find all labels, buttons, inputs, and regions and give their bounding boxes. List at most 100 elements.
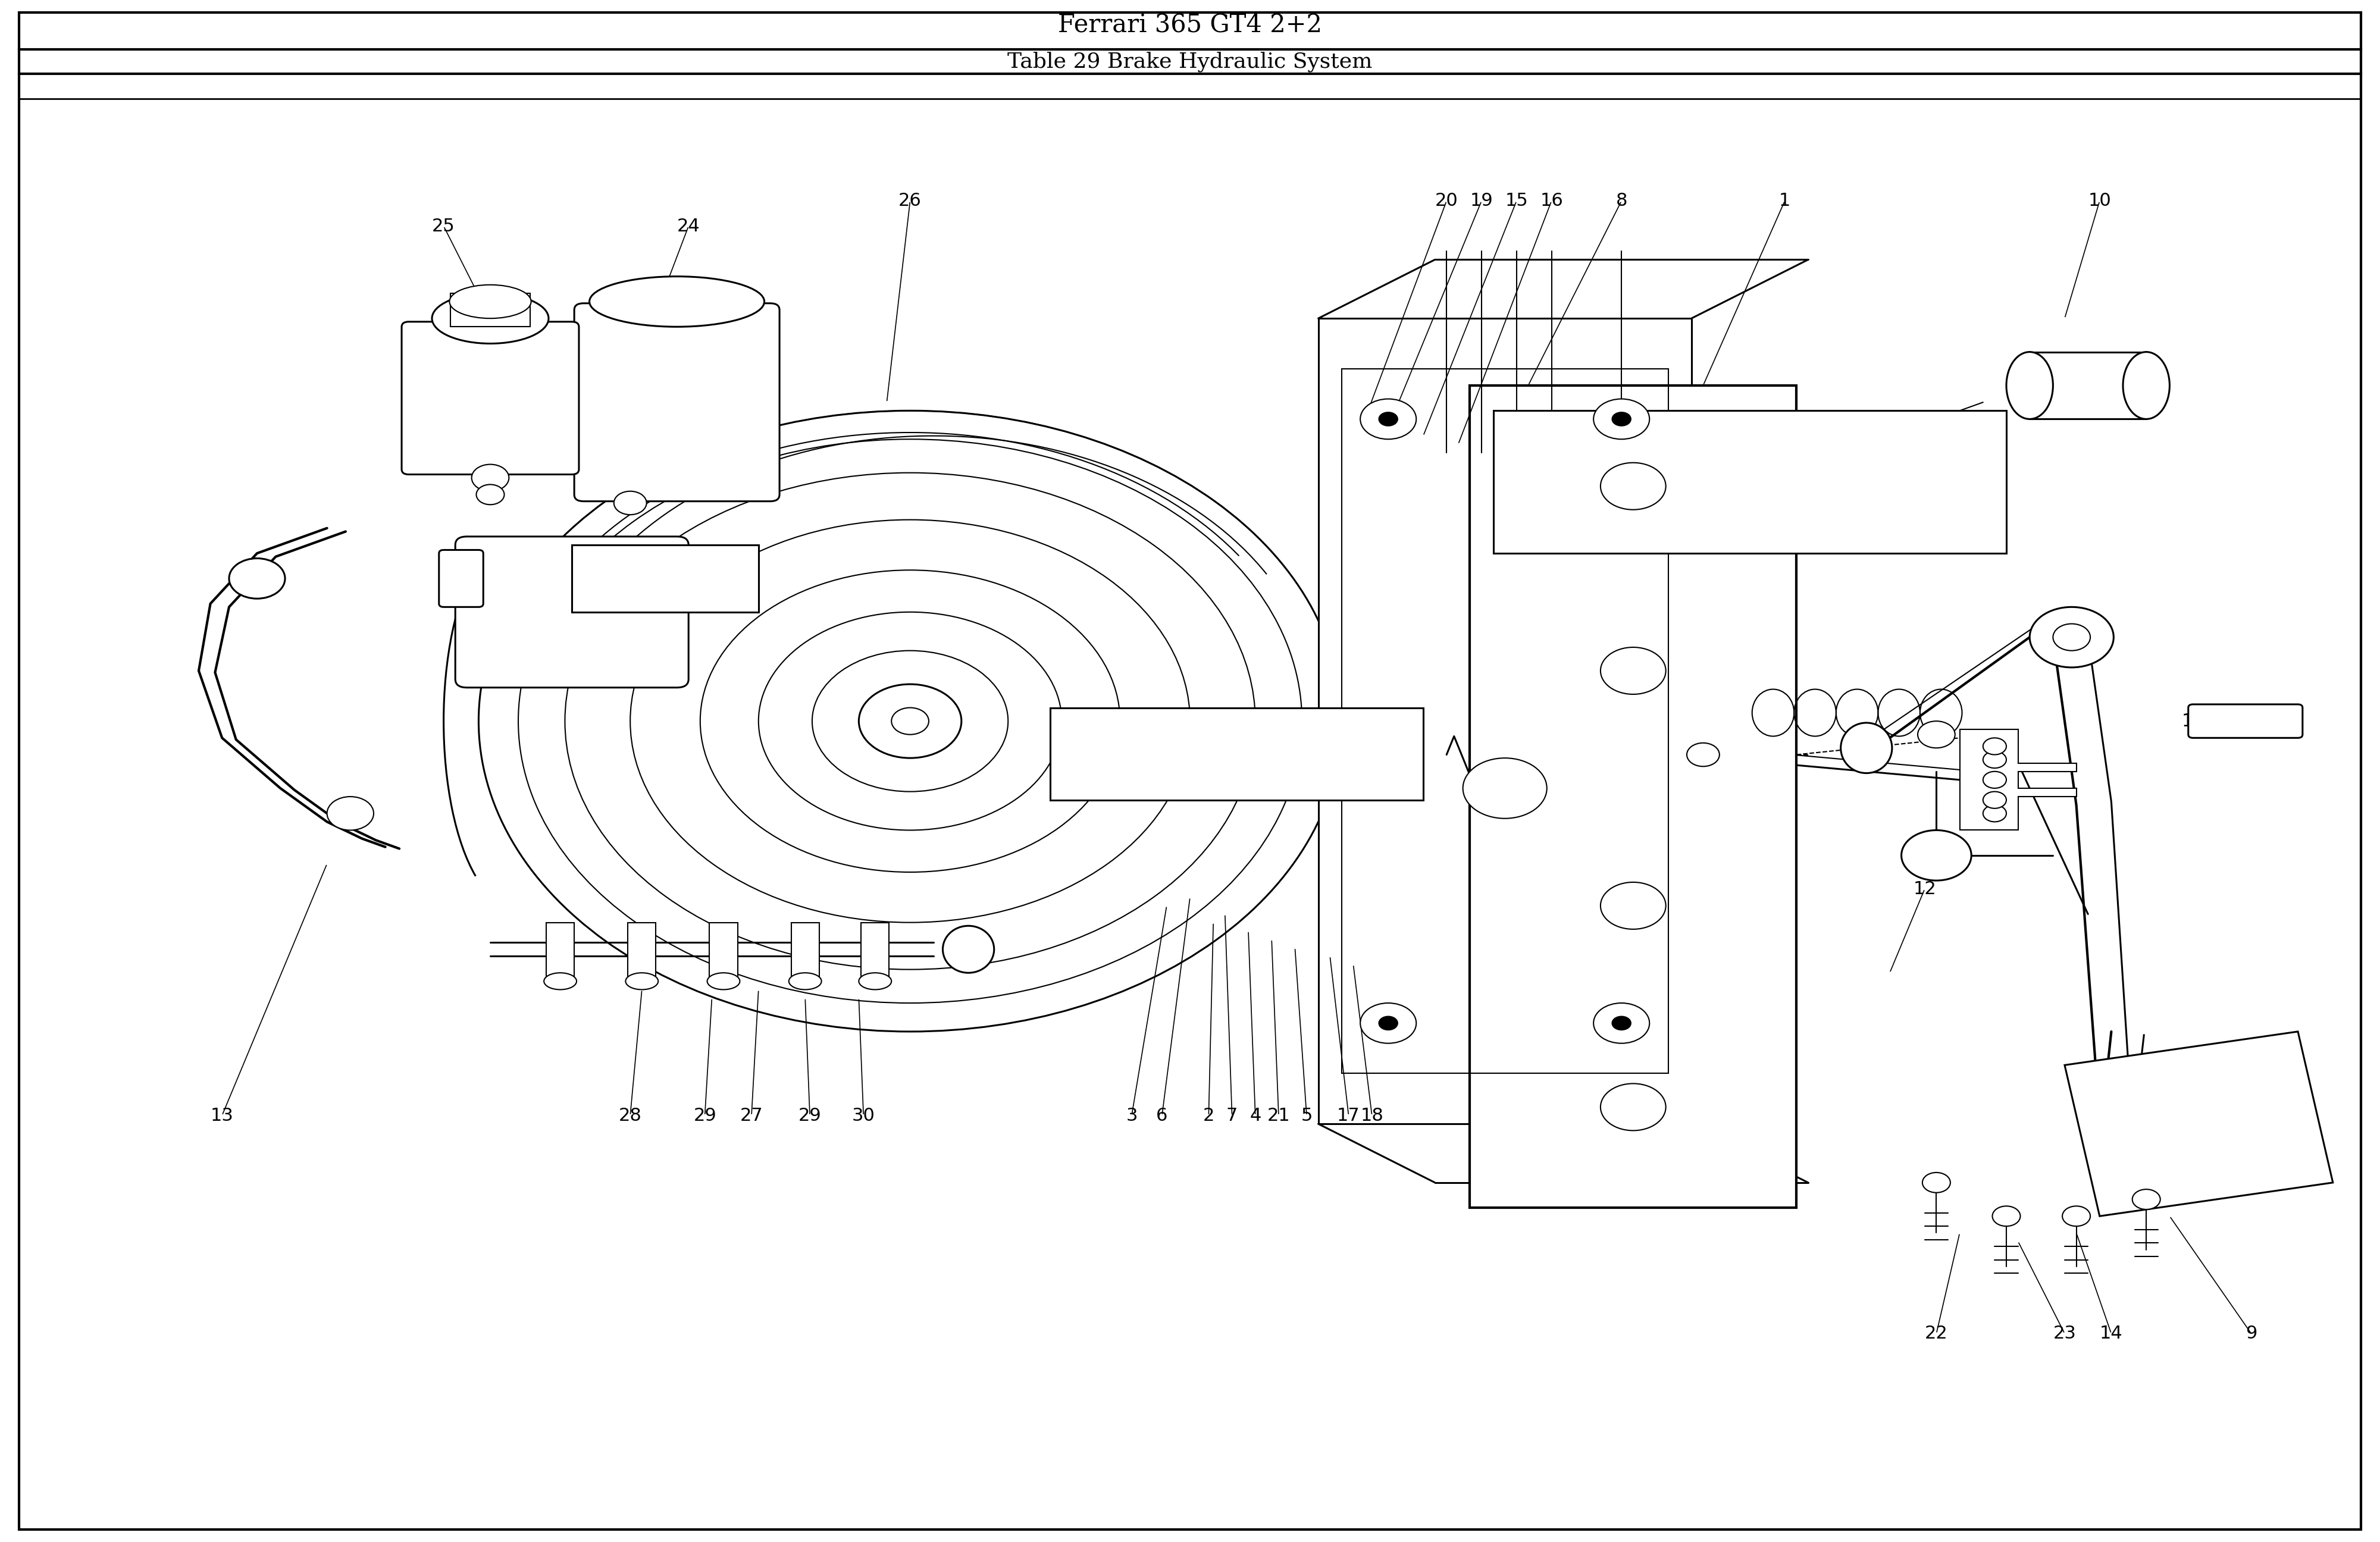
FancyBboxPatch shape xyxy=(574,304,781,501)
Circle shape xyxy=(1611,412,1630,426)
Circle shape xyxy=(859,685,962,759)
Circle shape xyxy=(1983,739,2006,754)
Circle shape xyxy=(1687,743,1718,766)
Ellipse shape xyxy=(626,973,659,990)
Text: 25: 25 xyxy=(433,217,455,234)
Text: 22: 22 xyxy=(1925,1325,1947,1342)
Text: 21: 21 xyxy=(1266,1107,1290,1124)
Text: 9: 9 xyxy=(2244,1325,2256,1342)
Circle shape xyxy=(1983,805,2006,822)
Circle shape xyxy=(326,797,374,830)
Circle shape xyxy=(1464,759,1547,819)
Bar xyxy=(1319,318,1692,1124)
Bar xyxy=(862,922,890,981)
Circle shape xyxy=(1983,751,2006,768)
Text: 3: 3 xyxy=(1126,1107,1138,1124)
Ellipse shape xyxy=(2123,352,2171,419)
Text: 6: 6 xyxy=(1157,1107,1169,1124)
Polygon shape xyxy=(2066,1032,2332,1217)
Text: 11: 11 xyxy=(2182,712,2204,729)
Circle shape xyxy=(1599,882,1666,930)
Circle shape xyxy=(1599,1084,1666,1130)
Bar xyxy=(2030,352,2147,419)
Circle shape xyxy=(1918,722,1954,748)
Text: 19: 19 xyxy=(1471,193,1492,210)
Text: 17: 17 xyxy=(1338,1107,1359,1124)
Bar xyxy=(628,922,657,981)
Circle shape xyxy=(2030,608,2113,668)
Text: 23: 23 xyxy=(2054,1325,2075,1342)
Ellipse shape xyxy=(1840,723,1892,773)
Bar xyxy=(709,922,738,981)
Circle shape xyxy=(2063,1206,2090,1226)
Text: 12: 12 xyxy=(1914,880,1937,897)
Text: 15: 15 xyxy=(1504,193,1528,210)
Text: 16: 16 xyxy=(1540,193,1564,210)
Bar xyxy=(1342,369,1668,1073)
Text: 4: 4 xyxy=(1250,1107,1261,1124)
Text: 26: 26 xyxy=(900,193,921,210)
Text: 10: 10 xyxy=(2087,193,2111,210)
Bar xyxy=(790,922,819,981)
Circle shape xyxy=(476,484,505,504)
Polygon shape xyxy=(1959,729,2075,830)
Bar xyxy=(1471,386,1797,1207)
Text: 8: 8 xyxy=(1616,193,1628,210)
Ellipse shape xyxy=(433,293,547,344)
Text: 28: 28 xyxy=(619,1107,643,1124)
Circle shape xyxy=(1611,1016,1630,1030)
Circle shape xyxy=(478,410,1342,1032)
Ellipse shape xyxy=(2006,352,2054,419)
Circle shape xyxy=(2054,625,2090,651)
Circle shape xyxy=(1361,399,1416,439)
Text: 29: 29 xyxy=(693,1107,716,1124)
Text: 1: 1 xyxy=(1778,193,1790,210)
Ellipse shape xyxy=(545,973,576,990)
Circle shape xyxy=(892,708,928,734)
Ellipse shape xyxy=(788,973,821,990)
Circle shape xyxy=(471,464,509,492)
Circle shape xyxy=(228,558,286,598)
FancyBboxPatch shape xyxy=(438,550,483,608)
Circle shape xyxy=(1983,791,2006,808)
Ellipse shape xyxy=(590,276,764,327)
Ellipse shape xyxy=(450,285,531,318)
Ellipse shape xyxy=(707,973,740,990)
Text: 2: 2 xyxy=(1202,1107,1214,1124)
Ellipse shape xyxy=(942,925,995,973)
Text: 29: 29 xyxy=(797,1107,821,1124)
Text: 30: 30 xyxy=(852,1107,876,1124)
Text: 20: 20 xyxy=(1435,193,1459,210)
Circle shape xyxy=(1983,771,2006,788)
Text: 18: 18 xyxy=(1361,1107,1383,1124)
Circle shape xyxy=(614,492,647,515)
Bar xyxy=(547,922,574,981)
Circle shape xyxy=(1378,412,1397,426)
Bar xyxy=(1492,410,2006,554)
Circle shape xyxy=(1378,1016,1397,1030)
Text: 7: 7 xyxy=(1226,1107,1238,1124)
Circle shape xyxy=(1923,1172,1949,1192)
Circle shape xyxy=(1599,648,1666,694)
FancyBboxPatch shape xyxy=(402,322,578,475)
Bar xyxy=(1050,708,1423,800)
Text: 27: 27 xyxy=(740,1107,764,1124)
Text: 24: 24 xyxy=(676,217,700,234)
Circle shape xyxy=(1595,1002,1649,1044)
Circle shape xyxy=(1361,1002,1416,1044)
Text: 13: 13 xyxy=(209,1107,233,1124)
Bar xyxy=(571,544,759,612)
Text: Ferrari 365 GT4 2+2: Ferrari 365 GT4 2+2 xyxy=(1057,12,1323,37)
Circle shape xyxy=(2132,1189,2161,1209)
Bar xyxy=(450,293,531,327)
Text: 14: 14 xyxy=(2099,1325,2123,1342)
Text: 5: 5 xyxy=(1302,1107,1311,1124)
Circle shape xyxy=(1902,830,1971,880)
Circle shape xyxy=(1992,1206,2021,1226)
Text: Table 29 Brake Hydraulic System: Table 29 Brake Hydraulic System xyxy=(1007,51,1373,72)
Circle shape xyxy=(1599,463,1666,510)
FancyBboxPatch shape xyxy=(455,537,688,688)
Circle shape xyxy=(1595,399,1649,439)
FancyBboxPatch shape xyxy=(2187,705,2301,739)
Ellipse shape xyxy=(859,973,892,990)
